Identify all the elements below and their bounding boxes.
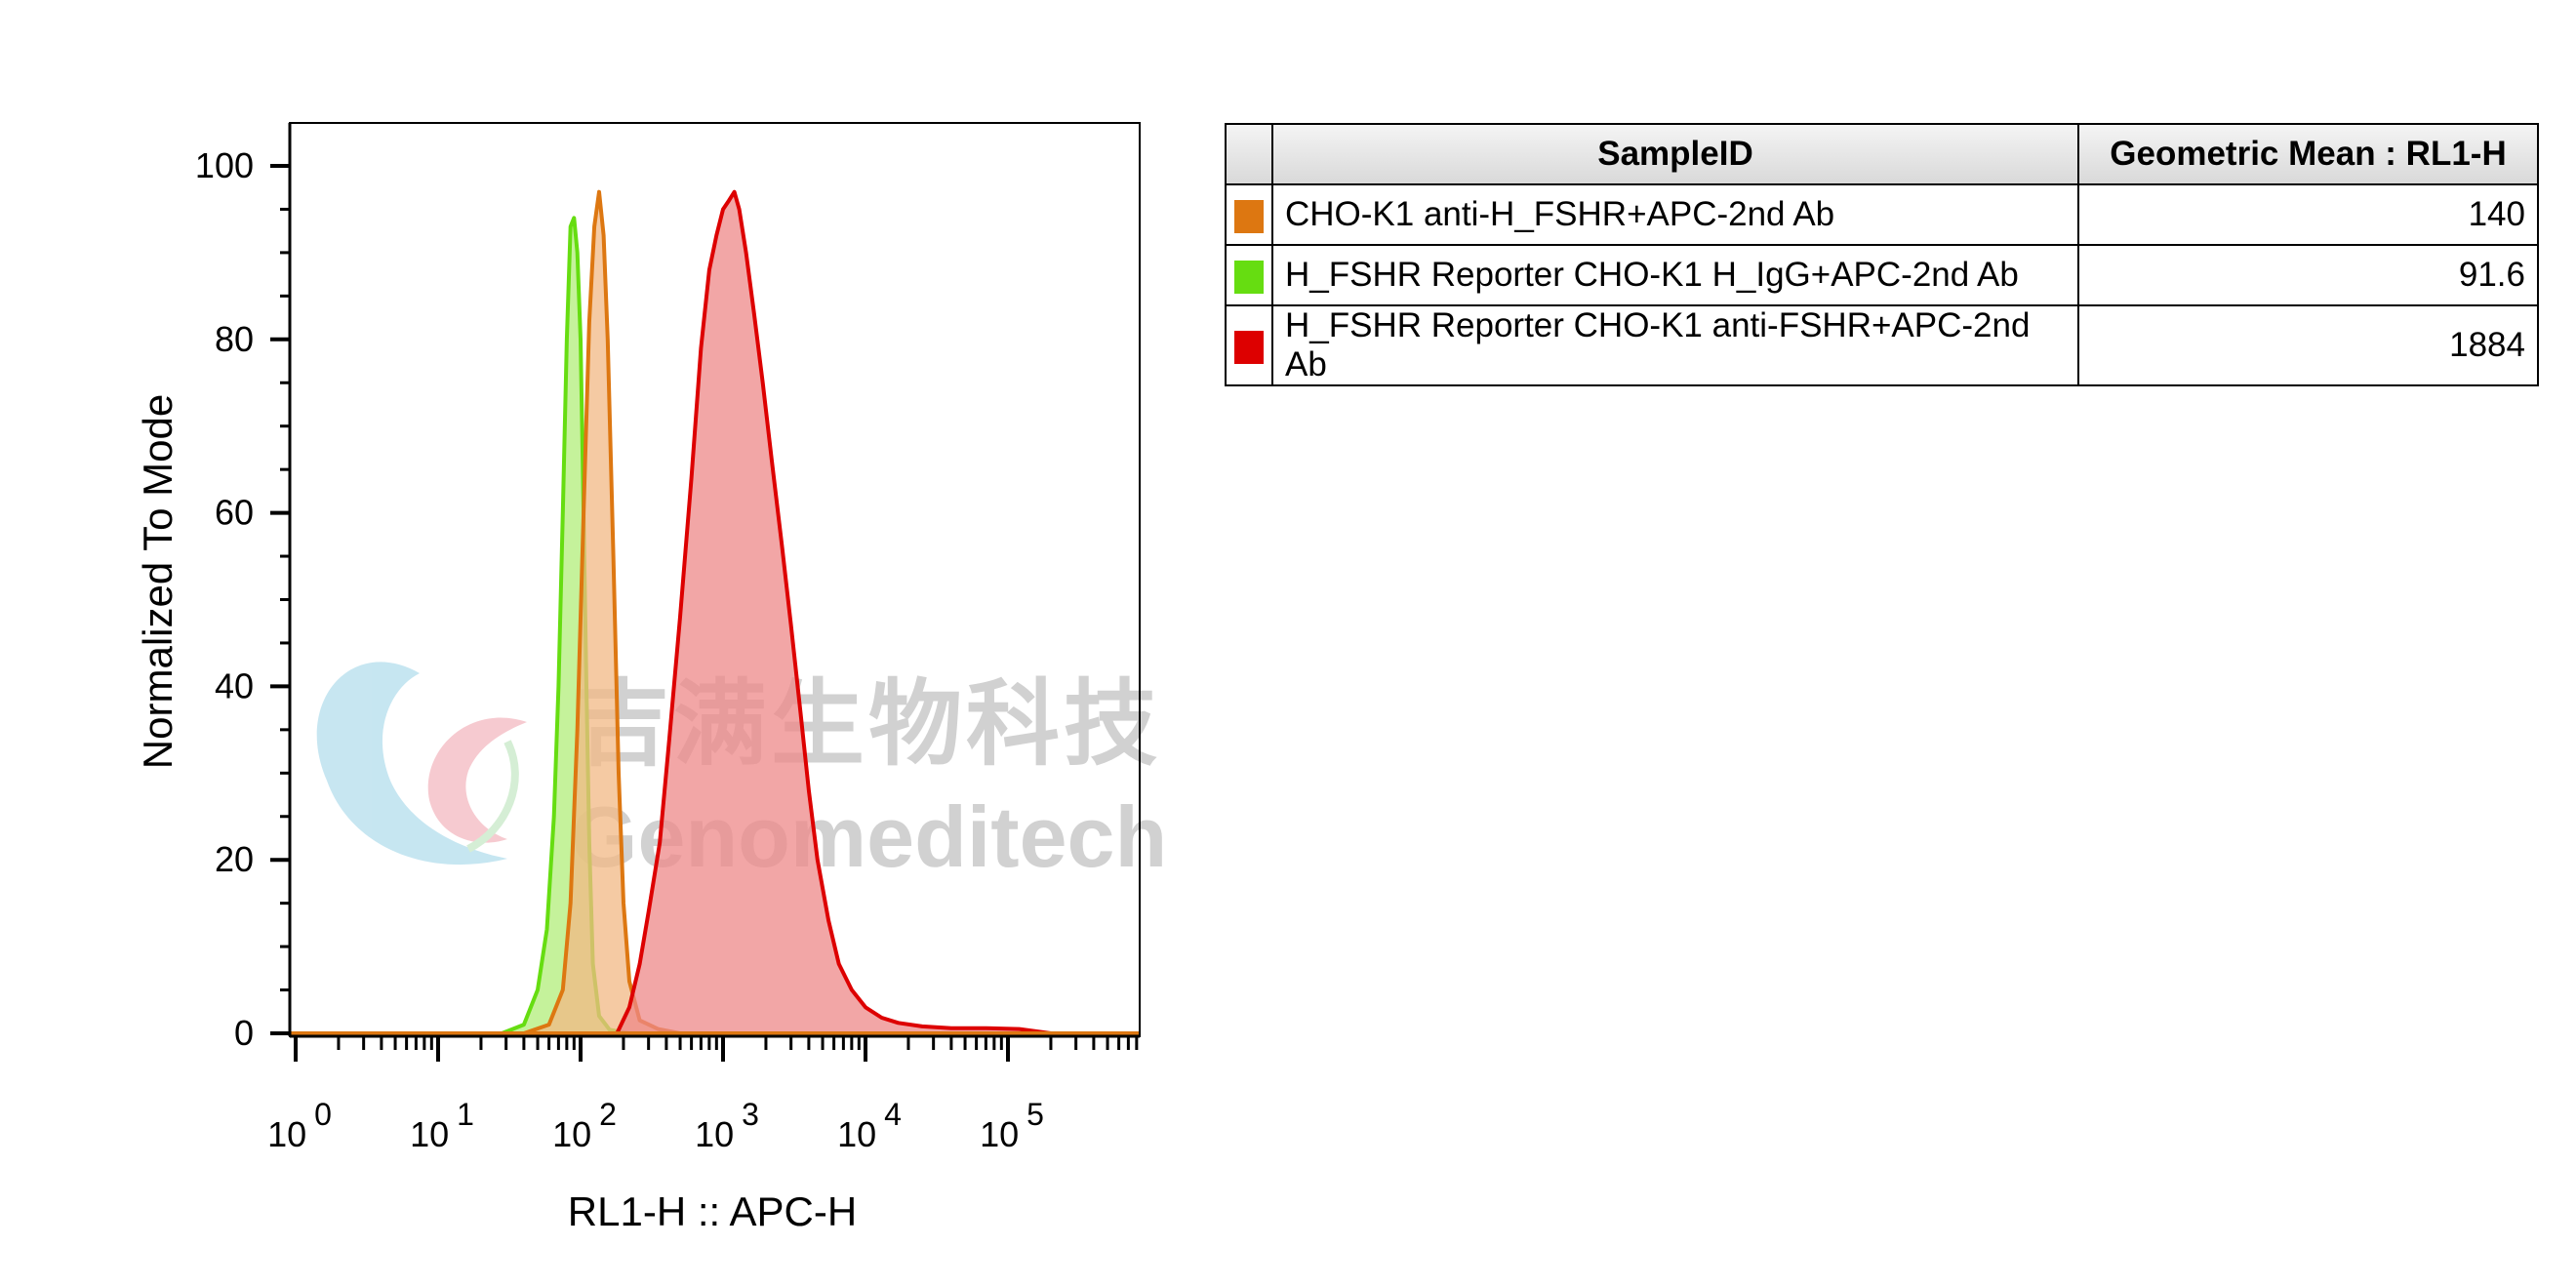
legend-swatch [1234,330,1264,364]
legend-geo-mean: 1884 [2077,304,2539,386]
x-tick-label: 10 2 [552,1097,617,1154]
legend-swatch [1234,199,1264,233]
legend-swatch-cell [1225,183,1273,246]
watermark-logo [316,662,527,865]
legend-row: CHO-K1 anti-H_FSHR+APC-2nd Ab 140 [1225,183,2539,246]
y-tick-label: 80 [215,319,254,359]
legend-table: SampleID Geometric Mean : RL1-H CHO-K1 a… [1225,123,2539,386]
legend-header-swatch [1225,123,1273,185]
y-tick-label: 20 [215,839,254,879]
legend-sample-name: CHO-K1 anti-H_FSHR+APC-2nd Ab [1271,183,2079,246]
y-tick-label: 100 [195,145,254,185]
legend-swatch [1234,260,1264,294]
x-tick-label: 10 1 [410,1097,474,1154]
legend-row: H_FSHR Reporter CHO-K1 anti-FSHR+APC-2nd… [1225,304,2539,386]
x-axis: 10 0 10 1 10 2 10 3 10 4 10 5 [267,1034,1140,1154]
legend-swatch-cell [1225,304,1273,386]
series-area-0 [502,218,629,1034]
x-tick-label: 10 5 [980,1097,1044,1154]
legend-geo-mean: 91.6 [2077,244,2539,306]
x-tick-label: 10 0 [267,1097,332,1154]
legend-sample-name: H_FSHR Reporter CHO-K1 H_IgG+APC-2nd Ab [1271,244,2079,306]
y-tick-label: 40 [215,665,254,705]
x-axis-title: RL1-H :: APC-H [568,1188,857,1234]
legend-header-value: Geometric Mean : RL1-H [2077,123,2539,185]
legend-swatch-cell [1225,244,1273,306]
y-tick-label: 60 [215,493,254,533]
series-area-1 [523,191,680,1033]
legend-header-row: SampleID Geometric Mean : RL1-H [1225,123,2539,185]
series-line-2 [615,189,1052,1035]
series-layer [290,189,1140,1035]
legend-row: H_FSHR Reporter CHO-K1 H_IgG+APC-2nd Ab … [1225,244,2539,306]
legend-header-sample: SampleID [1271,123,2079,185]
series-line-1 [523,189,681,1035]
legend-sample-name: H_FSHR Reporter CHO-K1 anti-FSHR+APC-2nd… [1271,304,2079,386]
x-tick-label: 10 4 [837,1097,902,1154]
watermark-chinese: 吉满生物科技 [576,669,1161,779]
y-axis: 0 20 40 60 80 100 [195,123,292,1053]
legend-geo-mean: 140 [2077,183,2539,246]
y-tick-label: 0 [234,1013,254,1053]
x-tick-label: 10 3 [695,1097,759,1154]
y-axis-title: Normalized To Mode [135,394,181,769]
series-area-2 [617,191,1051,1033]
